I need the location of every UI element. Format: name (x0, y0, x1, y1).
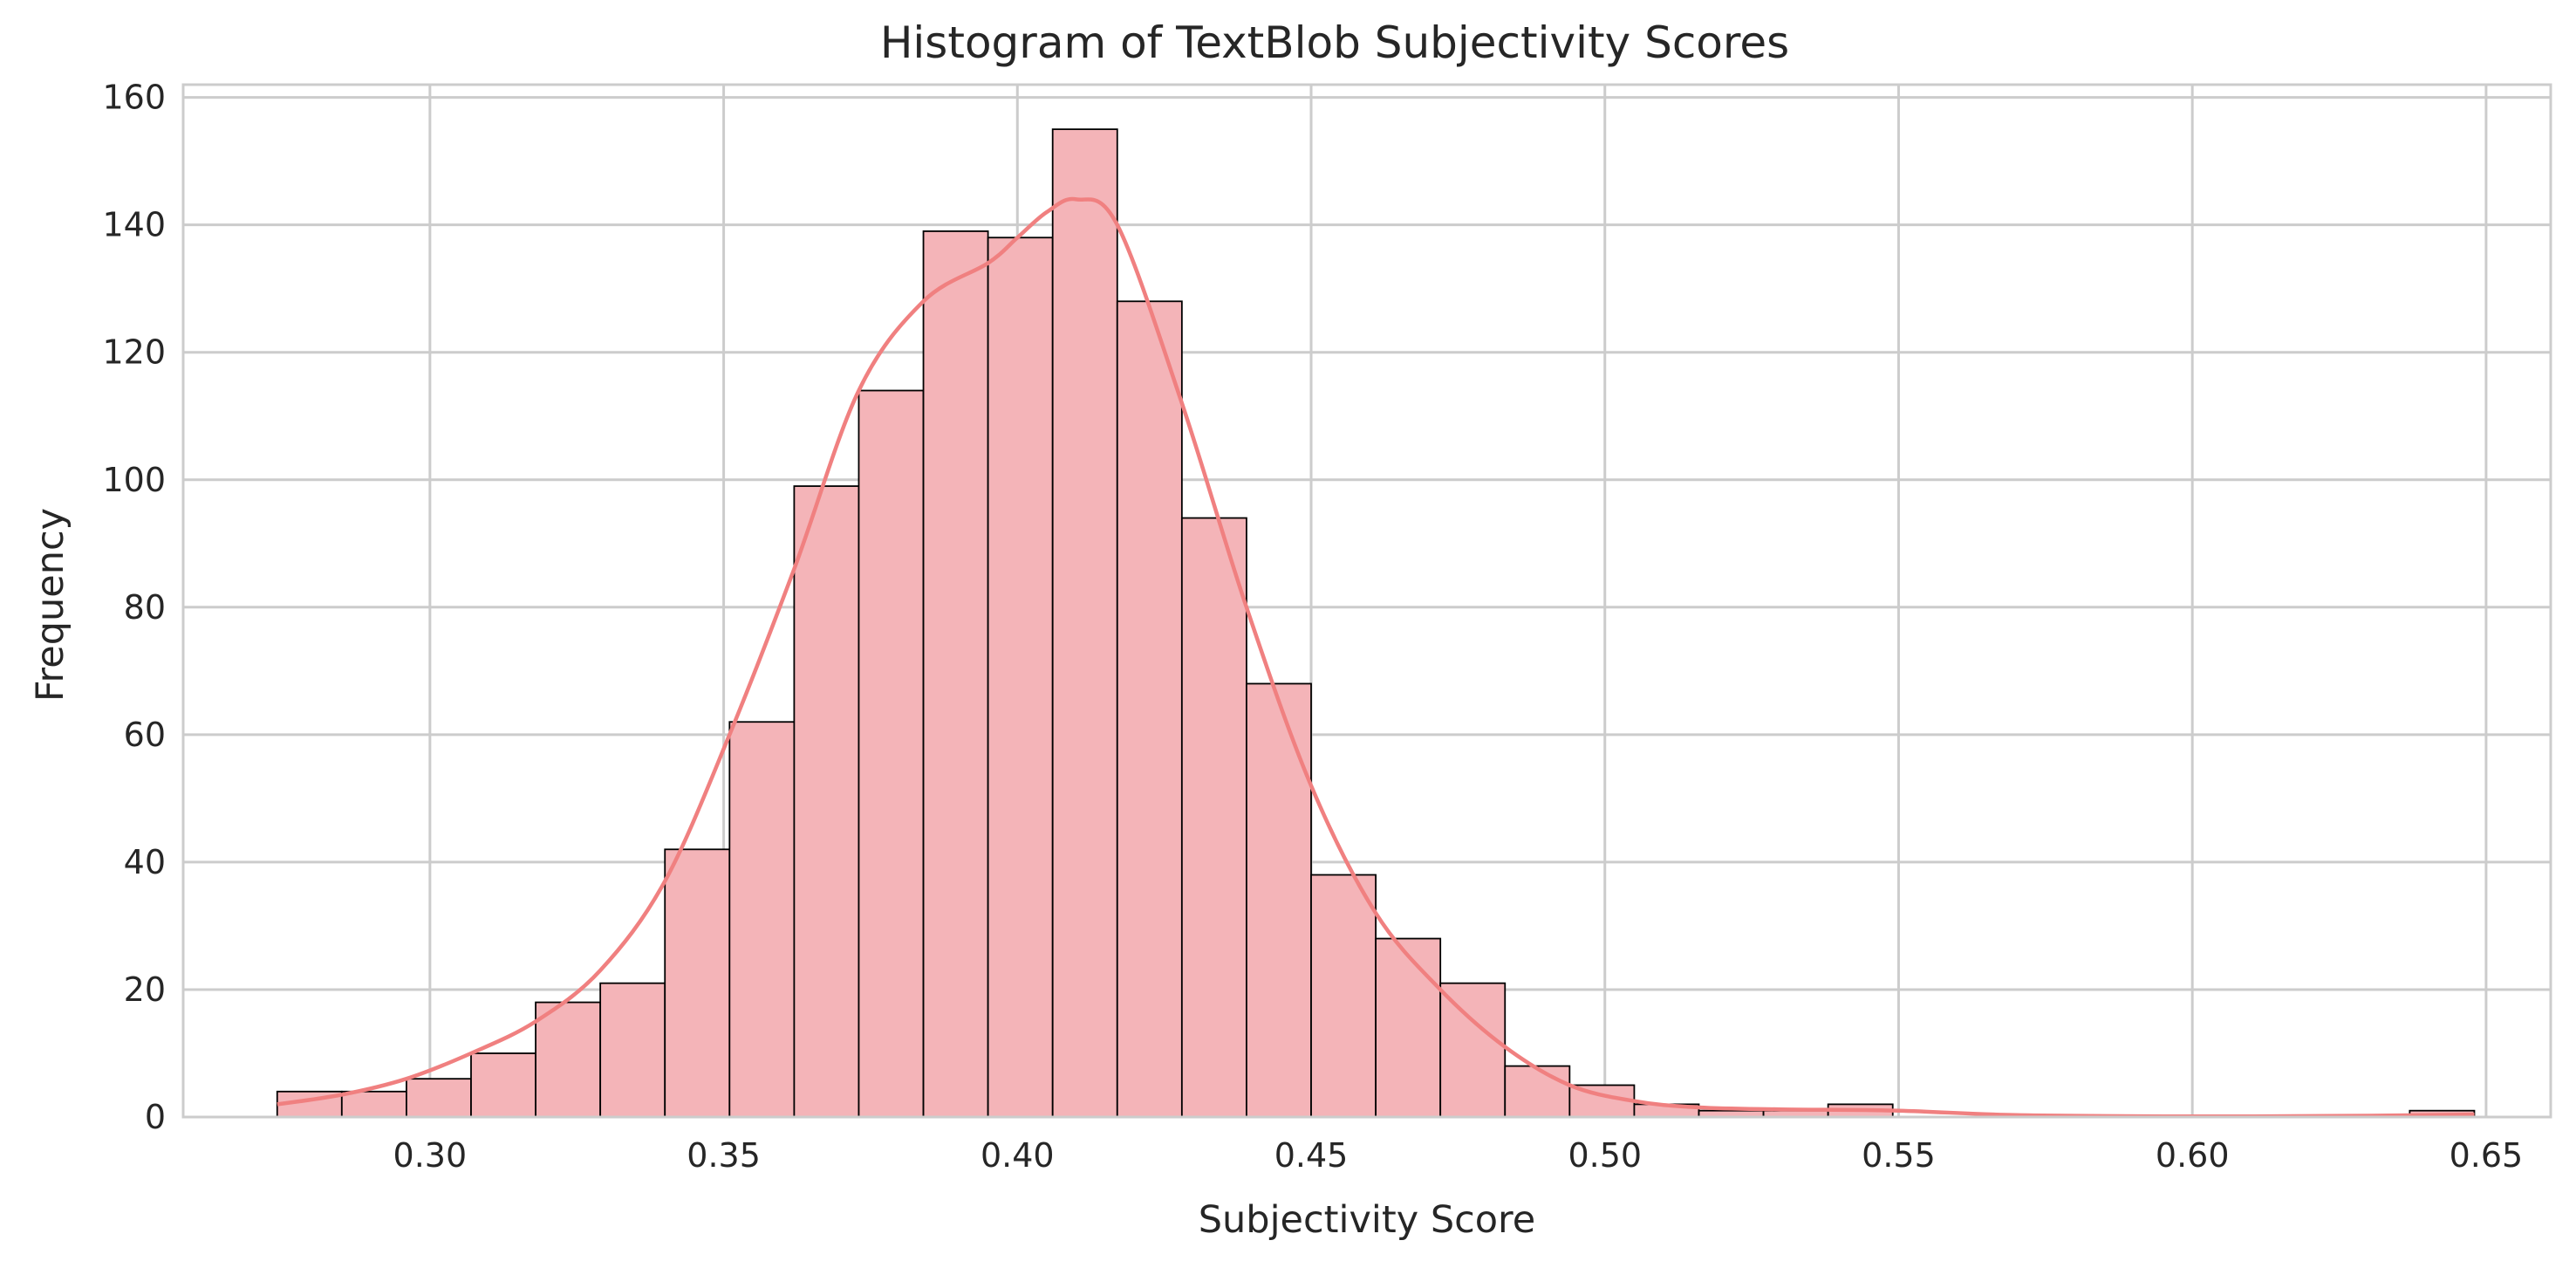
y-tick-label: 40 (124, 843, 166, 881)
y-tick-label: 140 (102, 206, 166, 244)
y-tick-label: 0 (145, 1098, 166, 1136)
x-tick-label: 0.65 (2450, 1136, 2524, 1175)
histogram-bar (535, 1001, 602, 1118)
x-tick-label: 0.30 (393, 1136, 468, 1175)
histogram-bar (1375, 937, 1442, 1118)
y-tick-label: 120 (102, 333, 166, 372)
histogram-bar (858, 389, 925, 1118)
y-tick-label: 160 (102, 79, 166, 117)
histogram-bar (922, 230, 989, 1118)
histogram-bar (470, 1052, 536, 1118)
histogram-bar (1180, 517, 1247, 1118)
histogram-bar (793, 485, 860, 1118)
kde-curve (277, 196, 2475, 1119)
y-tick-label: 20 (124, 970, 166, 1009)
histogram-bar (1310, 874, 1377, 1118)
x-tick-label: 0.35 (687, 1136, 761, 1175)
histogram-bar (1439, 982, 1507, 1118)
histogram-bar (1051, 128, 1118, 1118)
histogram-bar (1116, 300, 1183, 1118)
axes-frame (181, 83, 2552, 1119)
histogram-bar (728, 721, 796, 1118)
histogram-bar (987, 236, 1054, 1118)
chart-title: Histogram of TextBlob Subjectivity Score… (880, 17, 1789, 68)
histogram-bar (664, 848, 731, 1118)
histogram-bars (276, 128, 2476, 1118)
y-tick-label: 80 (124, 588, 166, 627)
x-tick-labels: 0.30 0.35 0.40 0.45 0.50 0.55 0.60 0.65 (393, 1136, 2524, 1175)
histogram-bar (1246, 682, 1312, 1118)
y-tick-label: 100 (102, 461, 166, 499)
x-axis-label: Subjectivity Score (1199, 1198, 1536, 1242)
x-tick-label: 0.45 (1274, 1136, 1349, 1175)
x-tick-label: 0.55 (1862, 1136, 1936, 1175)
histogram-bar (406, 1078, 472, 1118)
x-tick-label: 0.60 (2156, 1136, 2230, 1175)
y-tick-label: 60 (124, 716, 166, 754)
histogram-bar (1504, 1065, 1571, 1118)
x-tick-label: 0.40 (981, 1136, 1055, 1175)
histogram-bar (340, 1090, 407, 1118)
y-axis-label: Frequency (29, 508, 72, 702)
x-tick-label: 0.50 (1568, 1136, 1642, 1175)
histogram-bar (599, 982, 666, 1118)
y-tick-labels: 0 20 40 60 80 100 120 140 160 (102, 79, 166, 1136)
